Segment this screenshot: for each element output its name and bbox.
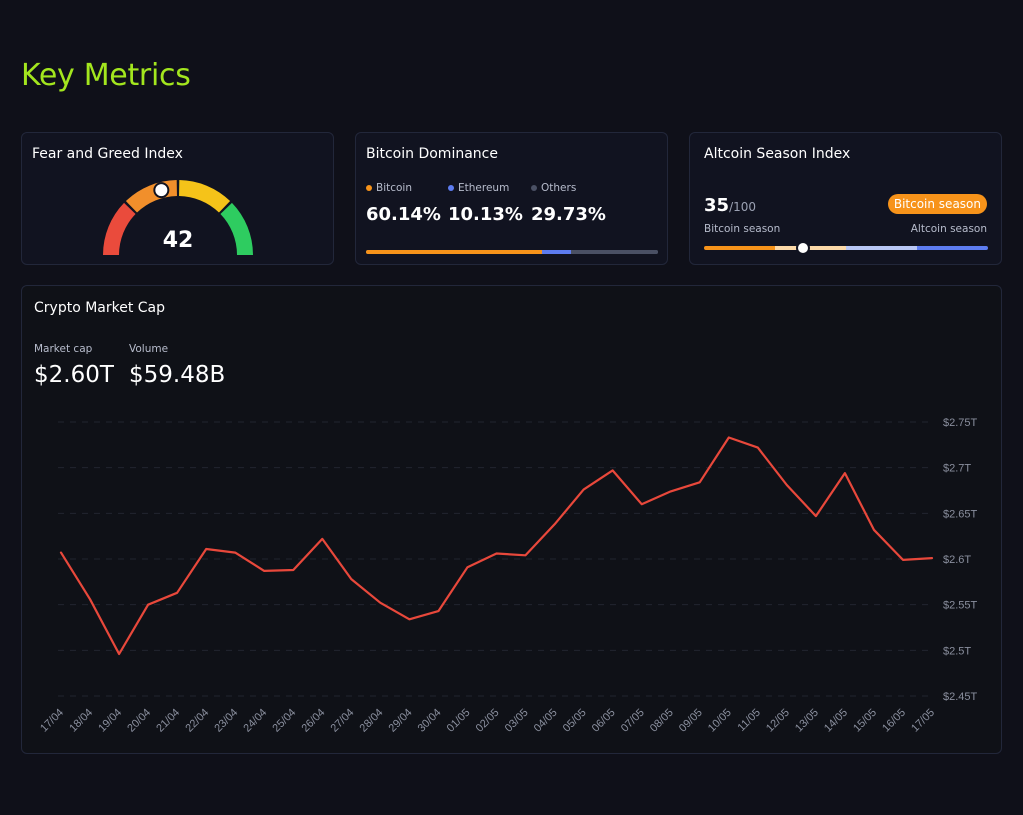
dominance-value-bitcoin: 60.14%	[366, 204, 441, 225]
gauge-segment	[220, 202, 253, 256]
legend-others: Others	[531, 182, 576, 194]
fear-greed-value: 42	[163, 228, 194, 253]
track-segment	[917, 246, 988, 250]
y-tick-label: $2.7T	[943, 463, 971, 475]
x-tick-label: 28/04	[358, 707, 386, 735]
altcoin-season-title: Altcoin Season Index	[704, 146, 851, 162]
altcoin-score-value: 35	[704, 195, 730, 216]
x-tick-label: 11/05	[736, 707, 763, 734]
y-tick-label: $2.6T	[943, 554, 971, 566]
bitcoin-season-label: Bitcoin season	[704, 223, 781, 235]
legend-label-others: Others	[541, 182, 577, 194]
x-tick-label: 23/04	[212, 707, 240, 735]
dominance-segment-bitcoin	[366, 250, 542, 254]
gauge-segment	[178, 180, 231, 213]
x-tick-label: 08/05	[648, 707, 676, 735]
x-tick-label: 18/04	[67, 707, 95, 735]
page-title: Key Metrics	[21, 58, 191, 93]
season-badge: Bitcoin season	[887, 194, 987, 214]
x-tick-label: 30/04	[416, 707, 444, 735]
altcoin-season-label: Altcoin season	[910, 223, 987, 235]
x-tick-label: 13/05	[793, 707, 821, 735]
x-tick-label: 10/05	[706, 707, 734, 735]
y-tick-label: $2.65T	[943, 508, 978, 520]
x-tick-label: 05/05	[561, 707, 589, 735]
bitcoin-dot-icon	[366, 185, 372, 191]
market-cap-chart: $2.45T$2.5T$2.55T$2.6T$2.65T$2.7T$2.75T …	[38, 417, 978, 735]
x-tick-label: 12/05	[764, 707, 792, 735]
track-segment	[775, 246, 846, 250]
bitcoin-dominance-title: Bitcoin Dominance	[366, 146, 498, 162]
ethereum-dot-icon	[448, 185, 454, 191]
x-tick-label: 27/04	[329, 707, 357, 735]
x-tick-label: 07/05	[619, 707, 647, 735]
legend-ethereum: Ethereum	[448, 182, 509, 194]
fear-greed-gauge: 42	[103, 180, 253, 256]
gauge-segment	[125, 180, 178, 213]
market-cap-value: $2.60T	[34, 362, 114, 388]
x-tick-label: 15/05	[851, 707, 879, 735]
x-tick-label: 04/05	[532, 707, 560, 735]
y-tick-label: $2.55T	[943, 600, 978, 612]
others-dot-icon	[531, 185, 537, 191]
fear-greed-indicator	[153, 182, 170, 199]
volume-value: $59.48B	[129, 362, 226, 388]
dominance-value-others: 29.73%	[531, 204, 606, 225]
x-tick-label: 26/04	[299, 707, 327, 735]
x-tick-label: 16/05	[880, 707, 908, 735]
x-tick-label: 14/05	[822, 707, 850, 735]
legend-label-bitcoin: Bitcoin	[376, 182, 413, 194]
dominance-bar	[366, 250, 658, 254]
x-tick-label: 09/05	[677, 707, 705, 735]
dominance-segment-ethereum	[541, 250, 572, 254]
altcoin-score: 35/100	[704, 195, 756, 216]
x-tick-label: 02/05	[474, 707, 502, 735]
x-tick-label: 29/04	[387, 707, 415, 735]
market-cap-title: Crypto Market Cap	[34, 300, 166, 316]
y-tick-label: $2.5T	[943, 645, 971, 657]
x-tick-label: 25/04	[270, 707, 298, 735]
y-tick-label: $2.75T	[943, 417, 978, 429]
x-tick-label: 03/05	[503, 707, 531, 735]
market-cap-label: Market cap	[34, 343, 93, 355]
x-tick-label: 17/04	[38, 707, 66, 735]
altcoin-score-max: /100	[729, 200, 757, 214]
x-tick-label: 01/05	[445, 707, 473, 735]
bitcoin-dominance-card: Bitcoin Dominance Bitcoin Ethereum Other…	[355, 132, 668, 265]
altcoin-season-indicator	[796, 241, 811, 255]
legend-label-ethereum: Ethereum	[458, 182, 510, 194]
dominance-value-ethereum: 10.13%	[448, 204, 523, 225]
x-tick-label: 06/05	[590, 707, 618, 735]
track-segment	[846, 246, 917, 250]
x-tick-label: 19/04	[96, 707, 124, 735]
track-segment	[704, 246, 775, 250]
dominance-segment-others	[571, 250, 658, 254]
altcoin-season-card: Altcoin Season Index 35/100 Bitcoin seas…	[689, 132, 1002, 265]
x-tick-label: 17/05	[909, 707, 937, 735]
gauge-segment	[103, 202, 136, 256]
legend-bitcoin: Bitcoin	[366, 182, 412, 194]
y-tick-label: $2.45T	[943, 691, 978, 703]
x-tick-label: 22/04	[183, 707, 211, 735]
x-tick-label: 24/04	[241, 707, 269, 735]
fear-greed-card: Fear and Greed Index 42	[21, 132, 334, 265]
fear-greed-title: Fear and Greed Index	[32, 146, 183, 162]
market-cap-card: $2.45T $2.5T $2.55T $2.6T $2.65T $2.7T $2.75T …	[21, 285, 1002, 754]
market-cap-line	[59, 436, 934, 656]
x-tick-label: 20/04	[125, 707, 153, 735]
x-tick-label: 21/04	[154, 707, 182, 735]
volume-label: Volume	[129, 343, 169, 355]
altcoin-season-track	[704, 246, 988, 250]
